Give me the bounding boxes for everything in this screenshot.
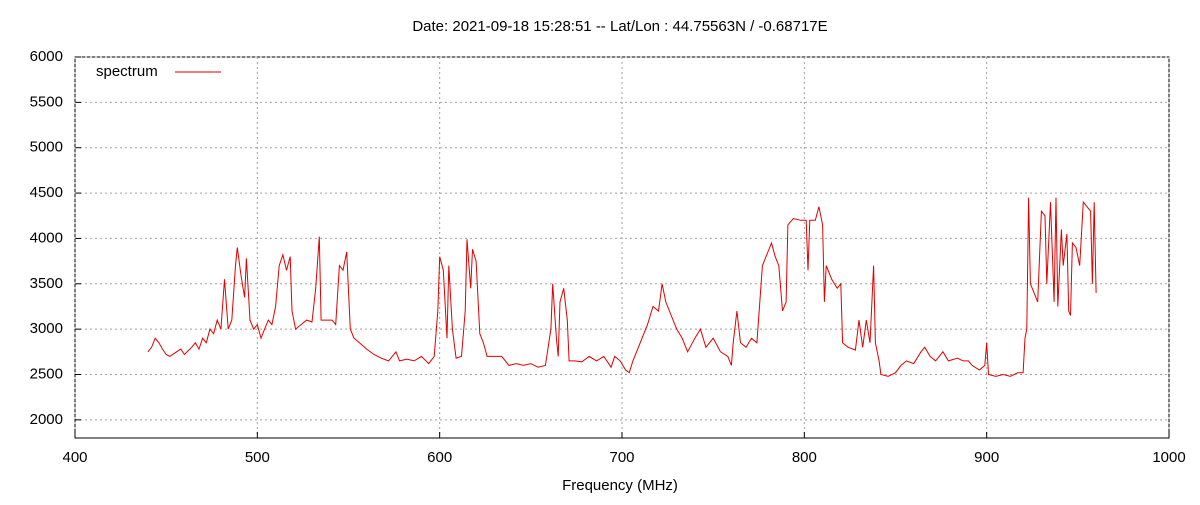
- x-axis-label: Frequency (MHz): [562, 477, 678, 494]
- legend-label: spectrum: [96, 63, 158, 80]
- chart-title: Date: 2021-09-18 15:28:51 -- Lat/Lon : 4…: [412, 18, 827, 35]
- y-tick-label: 3000: [30, 320, 63, 337]
- x-tick-label: 800: [792, 449, 817, 466]
- y-tick-label: 6000: [30, 48, 63, 65]
- y-tick-label: 2500: [30, 365, 63, 382]
- x-tick-label: 400: [62, 449, 87, 466]
- y-tick-label: 4500: [30, 184, 63, 201]
- x-tick-label: 500: [245, 449, 270, 466]
- y-tick-label: 5500: [30, 93, 63, 110]
- y-tick-label: 2000: [30, 411, 63, 428]
- x-tick-label: 900: [974, 449, 999, 466]
- x-tick-label: 1000: [1152, 449, 1185, 466]
- y-tick-label: 3500: [30, 275, 63, 292]
- y-tick-label: 4000: [30, 229, 63, 246]
- x-tick-label: 700: [609, 449, 634, 466]
- spectrum-line: [147, 197, 1097, 377]
- x-tick-label: 600: [427, 449, 452, 466]
- y-tick-label: 5000: [30, 139, 63, 156]
